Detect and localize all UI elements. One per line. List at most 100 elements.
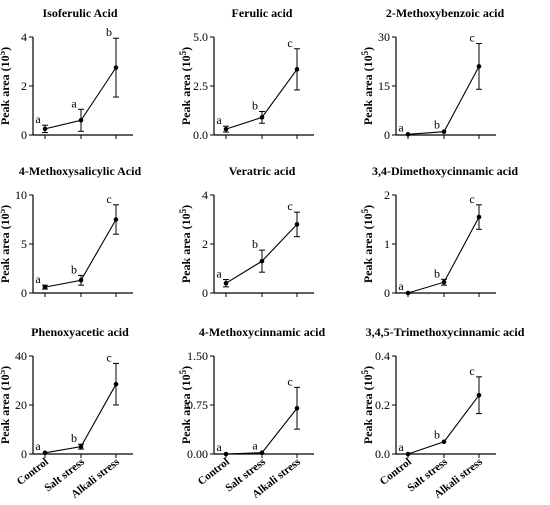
y-tick-label: 2 [21, 79, 27, 93]
data-point [441, 129, 447, 135]
y-tick-label: 0 [21, 128, 27, 142]
y-axis-label: Peak area (105) [0, 47, 12, 125]
chart-title: Ferulic acid [232, 6, 293, 20]
data-point [223, 280, 229, 286]
chart-panel: Veratric acid 0 2 4 Peak area (105) a b c [178, 164, 314, 300]
data-point [78, 277, 84, 283]
data-point [42, 126, 48, 132]
y-tick-label: 2 [202, 237, 208, 251]
y-tick-label: 0.75 [187, 398, 208, 412]
significance-letter: b [106, 25, 112, 39]
data-point [476, 64, 482, 69]
chart-panel: 3,4,5-Trimethoxycinnamic acid0.00.20.4Co… [360, 325, 525, 501]
data-point [42, 284, 48, 290]
data-point [441, 279, 447, 285]
significance-letter: b [434, 266, 440, 280]
chart-title: 2-Methoxybenzoic acid [386, 6, 505, 20]
series-line [407, 394, 480, 455]
series-line [44, 383, 117, 454]
y-tick-label: 0 [384, 286, 390, 300]
chart-title: Isoferulic Acid [43, 6, 118, 20]
chart-title: 3,4,5-Trimethoxycinnamic acid [366, 325, 525, 339]
chart-title: 3,4-Dimethoxycinnamic acid [372, 164, 518, 178]
significance-letter: b [434, 428, 440, 442]
y-tick-label: 2 [384, 188, 390, 202]
data-point [294, 67, 300, 72]
significance-letter: a [252, 439, 258, 453]
significance-letter: a [398, 279, 404, 293]
y-tick-label: 30 [378, 30, 390, 44]
data-point [259, 115, 265, 120]
y-axis-label: Peak area (105) [360, 47, 375, 125]
y-tick-label: 4 [202, 188, 208, 202]
data-point [405, 451, 411, 457]
y-tick-label: 40 [15, 349, 27, 363]
data-point [259, 258, 265, 264]
significance-letter: c [469, 31, 474, 45]
data-point [113, 65, 119, 70]
y-tick-label: 0 [202, 286, 208, 300]
data-point [259, 450, 265, 455]
significance-letter: b [71, 262, 77, 276]
significance-letter: c [287, 36, 292, 50]
significance-letter: a [398, 440, 404, 454]
data-point [78, 444, 84, 449]
y-tick-label: 5 [21, 237, 27, 251]
data-point [223, 126, 229, 132]
series-line [407, 66, 480, 135]
y-tick-label: 0 [384, 128, 390, 142]
significance-letter: a [35, 439, 41, 453]
significance-letter: a [71, 96, 77, 110]
y-axis-label: Peak area (105) [178, 47, 193, 125]
significance-letter: c [106, 350, 111, 364]
y-axis-label: Peak area (105) [0, 205, 12, 283]
y-axis-label: Peak area (105) [360, 366, 375, 444]
data-point [113, 217, 119, 222]
y-tick-label: 1 [384, 237, 390, 251]
significance-letter: c [469, 192, 474, 206]
y-axis-label: Peak area (105) [0, 366, 12, 444]
chart-title: 4-Methoxycinnamic acid [199, 325, 326, 339]
chart-panel: 4-Methoxycinnamic acid0.000.751.50Contro… [178, 325, 325, 501]
y-tick-label: 15 [378, 79, 390, 93]
y-tick-label: 0.4 [375, 349, 390, 363]
y-axis-label: Peak area (105) [178, 205, 193, 283]
significance-letter: b [252, 237, 258, 251]
significance-letter: a [35, 272, 41, 286]
significance-letter: c [287, 199, 292, 213]
chart-panel: Isoferulic Acid 0 2 4 Peak area (105) a a b [0, 6, 133, 142]
significance-letter: b [252, 98, 258, 112]
data-point [441, 439, 447, 445]
y-tick-label: 10 [15, 188, 27, 202]
y-tick-label: 4 [21, 30, 27, 44]
significance-letter: a [216, 113, 222, 127]
significance-letter: a [398, 120, 404, 134]
data-point [476, 214, 482, 220]
y-tick-label: 5.0 [193, 30, 208, 44]
data-point [78, 118, 84, 123]
y-tick-label: 1.50 [187, 349, 208, 363]
data-point [223, 451, 229, 457]
chart-title: 4-Methoxysalicylic Acid [19, 164, 142, 178]
significance-letter: a [216, 267, 222, 281]
y-tick-label: 0.0 [375, 447, 390, 461]
y-tick-label: 0.2 [375, 398, 390, 412]
data-point [294, 222, 300, 227]
y-axis-label: Peak area (105) [360, 205, 375, 283]
significance-letter: c [287, 374, 292, 388]
data-point [405, 290, 411, 296]
data-point [476, 392, 482, 398]
significance-letter: a [35, 112, 41, 126]
y-tick-label: 0.00 [187, 447, 208, 461]
significance-letter: c [469, 364, 474, 378]
significance-letter: b [71, 431, 77, 445]
y-tick-label: 0.0 [193, 128, 208, 142]
chart-panel: 3,4-Dimethoxycinnamic acid 0 1 2 Peak area (… [360, 164, 518, 300]
chart-title: Veratric acid [229, 164, 296, 178]
data-point [405, 132, 411, 137]
